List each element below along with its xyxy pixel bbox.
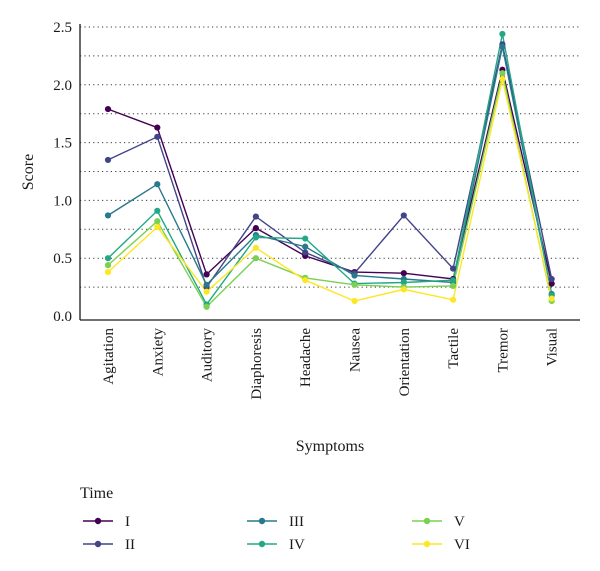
legend-swatch-point (258, 540, 266, 548)
y-tick-label: 0.0 (53, 309, 72, 325)
data-point-II (450, 265, 457, 272)
data-point-II (302, 249, 309, 256)
x-tick-label: Agitation (101, 328, 117, 385)
data-point-VI (400, 286, 407, 293)
series-points (104, 30, 555, 310)
data-point-V (351, 281, 358, 288)
legend-item-III: III (247, 514, 304, 530)
data-point-VI (104, 268, 112, 276)
data-point-I (203, 271, 210, 278)
series-line-I (107, 69, 553, 284)
series-lines (107, 33, 553, 308)
x-tick-label: Headache (298, 328, 314, 387)
legend-label: II (125, 537, 135, 553)
x-tick-labels: Agitation Anxiety Auditory Diaphoresis Heada… (101, 328, 561, 400)
data-point-V (104, 262, 112, 269)
gridlines (80, 26, 580, 288)
y-tick-label: 1.0 (53, 193, 72, 209)
legend-item-I: I (83, 514, 130, 530)
data-point-VI (548, 295, 555, 302)
data-point-III (302, 243, 309, 250)
y-axis-title: Score (20, 154, 37, 190)
series-line-III (107, 46, 553, 295)
data-point-VI (252, 244, 259, 251)
legend-label: III (289, 514, 304, 530)
data-point-IV (104, 255, 112, 262)
legend-swatch-point (423, 540, 431, 548)
data-point-V (450, 282, 457, 290)
data-point-I (252, 225, 259, 232)
x-tick-label: Visual (545, 328, 561, 366)
data-point-II (548, 275, 555, 283)
data-point-II (252, 213, 259, 220)
legend-label: VI (454, 537, 470, 553)
data-point-II (154, 133, 161, 140)
data-point-VI (499, 75, 506, 83)
data-point-I (400, 270, 407, 277)
y-tick-labels: 0.0 0.5 1.0 1.5 2.0 2.5 (53, 20, 72, 325)
x-tick-label: Orientation (397, 328, 413, 397)
legend-title: Time (80, 485, 113, 502)
data-point-III (499, 43, 506, 50)
data-point-V (203, 303, 210, 310)
x-tick-label: Nausea (348, 328, 364, 372)
data-point-V (499, 70, 506, 77)
series-line-IV (107, 33, 553, 306)
legend-item-II: II (83, 537, 135, 553)
legend-swatch-point (94, 517, 102, 525)
legend-swatch-point (423, 517, 431, 525)
data-point-VI (154, 223, 161, 231)
data-point-IV (252, 234, 259, 241)
data-point-IV (499, 30, 506, 38)
legend-swatch-point (258, 517, 266, 525)
legend-item-VI: VI (412, 537, 470, 553)
data-point-VI (450, 296, 457, 303)
x-axis-title: Symptoms (296, 438, 364, 455)
x-tick-label: Anxiety (150, 328, 166, 377)
data-point-IV (400, 279, 407, 286)
axes (79, 24, 580, 321)
data-point-I (104, 105, 112, 113)
series-line-VI (107, 78, 553, 302)
data-point-III (203, 281, 210, 288)
x-tick-label: Auditory (200, 328, 216, 383)
x-tick-label: Tactile (446, 328, 462, 369)
data-point-VI (302, 277, 309, 284)
data-point-I (548, 280, 555, 287)
data-point-III (154, 181, 161, 188)
data-point-III (351, 272, 358, 279)
x-tick-label: Diaphoresis (249, 328, 265, 400)
legend-label: V (454, 514, 465, 530)
data-point-II (104, 156, 112, 164)
y-tick-label: 0.5 (53, 251, 72, 267)
data-point-V (252, 255, 259, 262)
series-line-V (107, 73, 553, 308)
x-tick-label: Tremor (495, 328, 511, 372)
legend-label: IV (289, 537, 305, 553)
y-tick-label: 2.0 (53, 78, 72, 94)
data-point-IV (154, 207, 161, 214)
data-point-IV (450, 277, 457, 284)
data-point-VI (351, 297, 358, 305)
data-point-V (154, 218, 161, 225)
data-point-II (400, 212, 407, 219)
data-point-IV (302, 235, 309, 242)
legend-item-IV: IV (247, 537, 305, 553)
legend-swatch-point (94, 540, 102, 548)
legend-label: I (125, 514, 130, 530)
legend-item-V: V (412, 514, 465, 530)
data-point-III (104, 212, 112, 219)
y-tick-label: 1.5 (53, 136, 72, 152)
data-point-VI (203, 288, 210, 295)
data-point-I (154, 124, 161, 131)
y-tick-label: 2.5 (53, 20, 72, 36)
